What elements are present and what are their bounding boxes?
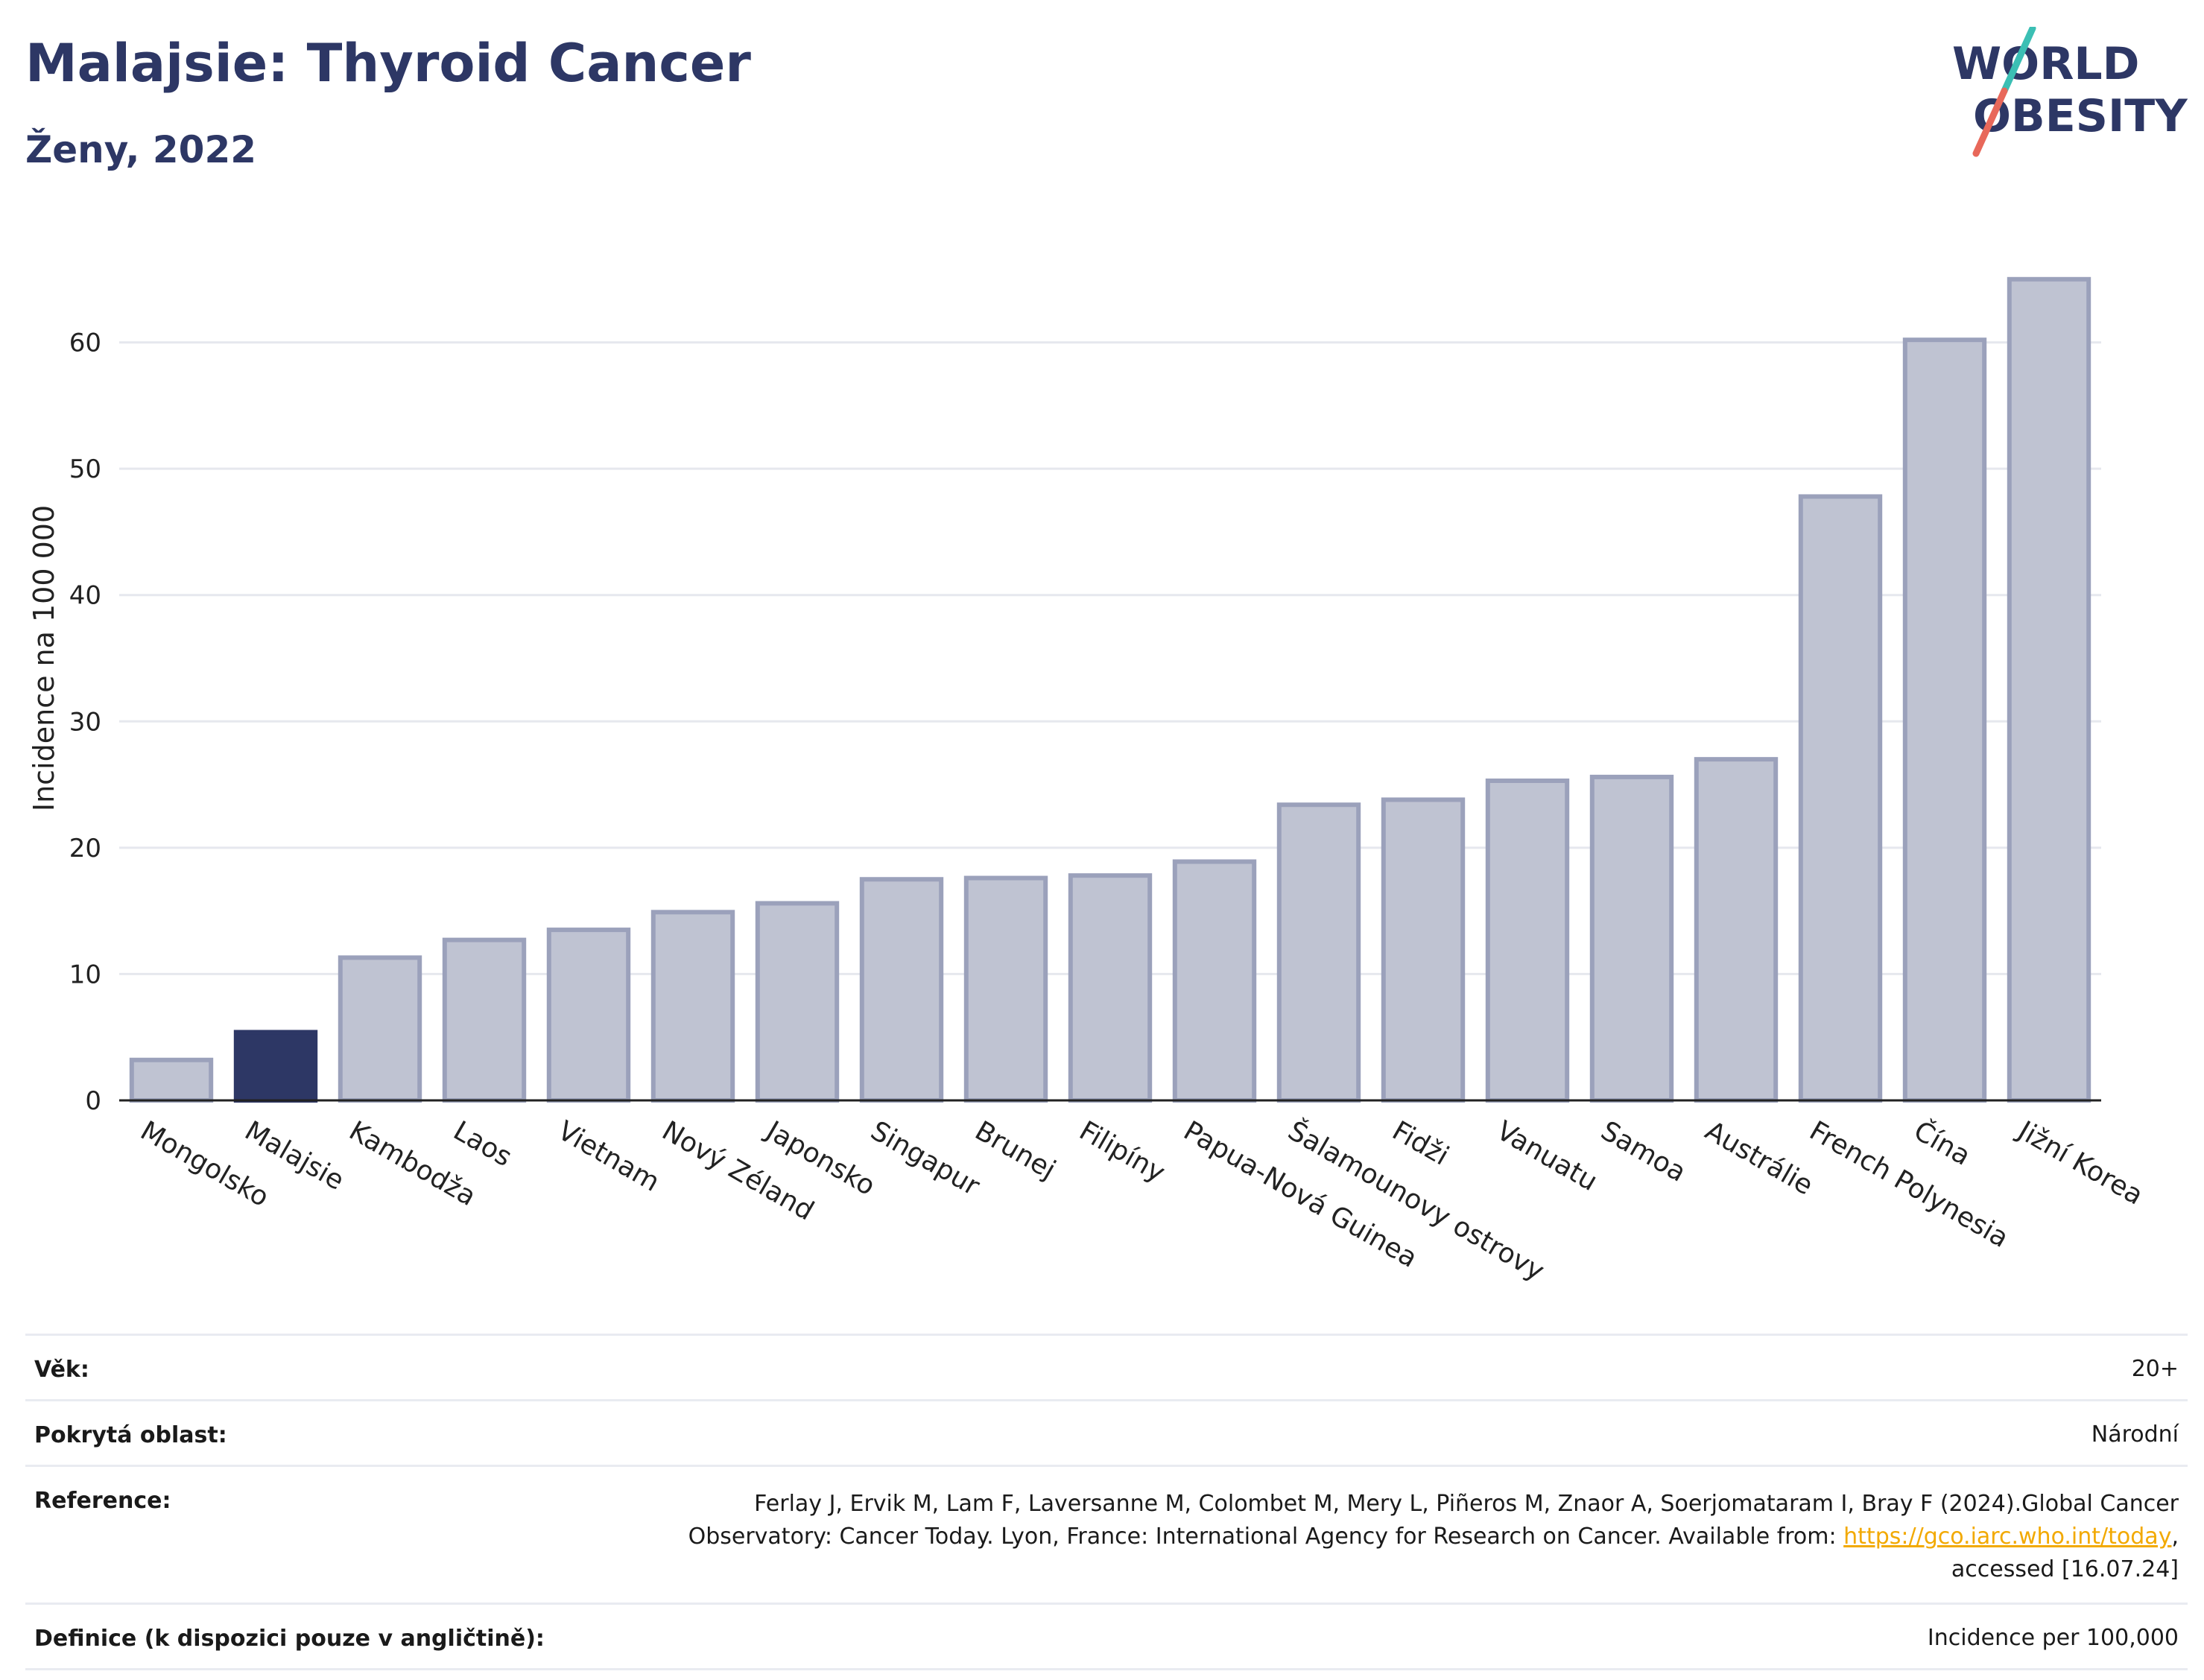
definition-value: Incidence per 100,000: [1927, 1625, 2179, 1651]
bar: [755, 901, 840, 1103]
logo-line1: WORLD: [1952, 38, 2139, 90]
x-tick-label: Jižní Korea: [2012, 1115, 2148, 1211]
x-tick-label: Čína: [1909, 1115, 1976, 1171]
logo-slash-bottom: [1972, 87, 2008, 157]
bar: [442, 937, 527, 1103]
y-tick-label: 10: [69, 960, 101, 989]
x-tick-label: French Polynesia: [1805, 1115, 2014, 1254]
y-tick-label: 60: [69, 329, 101, 358]
y-tick-label: 0: [85, 1086, 101, 1116]
reference-label: Reference:: [34, 1488, 171, 1514]
info-row-reference: Reference: Ferlay J, Ervik M, Lam F, Lav…: [25, 1465, 2188, 1603]
bar: [1589, 774, 1674, 1103]
y-tick-label: 40: [69, 581, 101, 611]
bar: [129, 1057, 214, 1103]
bar: [1798, 494, 1883, 1103]
coverage-label: Pokrytá oblast:: [34, 1422, 227, 1448]
bar: [1276, 802, 1361, 1103]
x-tick-label: Vanuatu: [1492, 1115, 1603, 1197]
bar: [1485, 778, 1570, 1103]
y-axis-label: Incidence na 100 000: [28, 505, 60, 811]
logo-slash-top: [2001, 27, 2036, 95]
bar: [233, 1030, 318, 1103]
info-table: Věk: 20+ Pokrytá oblast: Národní Referen…: [25, 1334, 2188, 1670]
bar: [546, 928, 631, 1103]
bar: [2007, 276, 2091, 1103]
x-tick-label: Fidži: [1387, 1115, 1454, 1171]
info-row-age: Věk: 20+: [25, 1334, 2188, 1399]
y-tick-label: 20: [69, 834, 101, 863]
y-tick-label: 30: [69, 707, 101, 737]
y-tick-label: 50: [69, 454, 101, 484]
bar: [1068, 873, 1153, 1103]
x-tick-label: Vietnam: [553, 1115, 665, 1198]
bar: [650, 910, 735, 1103]
x-tick-label: Austrálie: [1700, 1115, 1818, 1201]
bar: [1902, 337, 1987, 1103]
bar: [1381, 797, 1466, 1103]
page-title: Malajsie: Thyroid Cancer: [25, 33, 751, 94]
x-tick-label: Laos: [449, 1115, 517, 1173]
x-tick-label: Filipíny: [1074, 1115, 1171, 1188]
page-subtitle: Ženy, 2022: [25, 128, 257, 171]
reference-line1: Ferlay J, Ervik M, Lam F, Laversanne M, …: [754, 1491, 2179, 1517]
bar: [963, 875, 1048, 1103]
bar: [1172, 859, 1257, 1103]
bar: [338, 955, 422, 1103]
definition-label: Definice (k dispozici pouze v angličtině…: [34, 1626, 545, 1652]
info-row-coverage: Pokrytá oblast: Národní: [25, 1399, 2188, 1465]
age-label: Věk:: [34, 1357, 89, 1383]
x-tick-label: Samoa: [1596, 1115, 1691, 1188]
reference-line2-end: ,: [2171, 1524, 2179, 1550]
coverage-value: Národní: [2091, 1421, 2179, 1448]
reference-link[interactable]: https://gco.iarc.who.int/today: [1843, 1524, 2172, 1550]
logo-line2: OBESITY: [1973, 90, 2188, 142]
bar: [859, 877, 944, 1103]
reference-line2: Observatory: Cancer Today. Lyon, France:…: [688, 1524, 1844, 1550]
x-tick-label: Singapur: [866, 1115, 985, 1202]
reference-value: Ferlay J, Ervik M, Lam F, Laversanne M, …: [688, 1488, 2179, 1586]
reference-line3: accessed [16.07.24]: [1951, 1556, 2179, 1582]
world-obesity-logo: WORLD OBESITY: [1952, 27, 2191, 161]
bar: [1694, 757, 1779, 1103]
info-row-definition: Definice (k dispozici pouze v angličtině…: [25, 1603, 2188, 1670]
age-value: 20+: [2131, 1356, 2179, 1382]
